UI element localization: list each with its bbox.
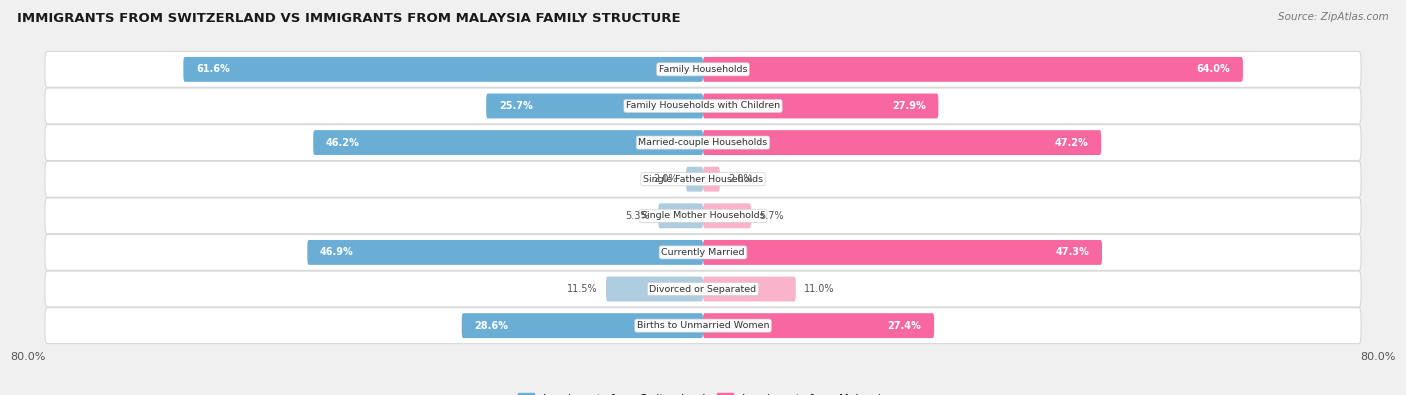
FancyBboxPatch shape: [703, 276, 796, 301]
Text: 28.6%: 28.6%: [474, 321, 508, 331]
FancyBboxPatch shape: [183, 57, 703, 82]
Text: Family Households with Children: Family Households with Children: [626, 102, 780, 111]
Text: Births to Unmarried Women: Births to Unmarried Women: [637, 321, 769, 330]
FancyBboxPatch shape: [45, 235, 1361, 270]
Text: 11.0%: 11.0%: [804, 284, 835, 294]
FancyBboxPatch shape: [45, 308, 1361, 344]
FancyBboxPatch shape: [486, 94, 703, 118]
FancyBboxPatch shape: [686, 167, 703, 192]
FancyBboxPatch shape: [658, 203, 703, 228]
Text: 27.4%: 27.4%: [887, 321, 921, 331]
FancyBboxPatch shape: [45, 198, 1361, 234]
FancyBboxPatch shape: [45, 125, 1361, 160]
Legend: Immigrants from Switzerland, Immigrants from Malaysia: Immigrants from Switzerland, Immigrants …: [513, 389, 893, 395]
Text: IMMIGRANTS FROM SWITZERLAND VS IMMIGRANTS FROM MALAYSIA FAMILY STRUCTURE: IMMIGRANTS FROM SWITZERLAND VS IMMIGRANT…: [17, 12, 681, 25]
Text: Divorced or Separated: Divorced or Separated: [650, 284, 756, 293]
Text: 5.3%: 5.3%: [626, 211, 650, 221]
Text: Currently Married: Currently Married: [661, 248, 745, 257]
Text: 25.7%: 25.7%: [499, 101, 533, 111]
FancyBboxPatch shape: [45, 88, 1361, 124]
Text: 27.9%: 27.9%: [891, 101, 925, 111]
Text: 2.0%: 2.0%: [654, 174, 678, 184]
FancyBboxPatch shape: [703, 130, 1101, 155]
FancyBboxPatch shape: [703, 57, 1243, 82]
Text: 46.2%: 46.2%: [326, 137, 360, 148]
FancyBboxPatch shape: [308, 240, 703, 265]
Text: 47.3%: 47.3%: [1056, 247, 1090, 258]
FancyBboxPatch shape: [45, 271, 1361, 307]
FancyBboxPatch shape: [45, 161, 1361, 197]
FancyBboxPatch shape: [606, 276, 703, 301]
FancyBboxPatch shape: [45, 51, 1361, 87]
Text: 64.0%: 64.0%: [1197, 64, 1230, 74]
FancyBboxPatch shape: [703, 240, 1102, 265]
Text: Source: ZipAtlas.com: Source: ZipAtlas.com: [1278, 12, 1389, 22]
FancyBboxPatch shape: [314, 130, 703, 155]
FancyBboxPatch shape: [703, 167, 720, 192]
Text: 2.0%: 2.0%: [728, 174, 752, 184]
Text: 47.2%: 47.2%: [1054, 137, 1088, 148]
FancyBboxPatch shape: [703, 94, 938, 118]
Text: 5.7%: 5.7%: [759, 211, 785, 221]
Text: 11.5%: 11.5%: [567, 284, 598, 294]
Text: Married-couple Households: Married-couple Households: [638, 138, 768, 147]
FancyBboxPatch shape: [461, 313, 703, 338]
FancyBboxPatch shape: [703, 203, 751, 228]
Text: 61.6%: 61.6%: [195, 64, 229, 74]
Text: 46.9%: 46.9%: [321, 247, 354, 258]
Text: Family Households: Family Households: [659, 65, 747, 74]
Text: Single Mother Households: Single Mother Households: [641, 211, 765, 220]
FancyBboxPatch shape: [703, 313, 934, 338]
Text: Single Father Households: Single Father Households: [643, 175, 763, 184]
